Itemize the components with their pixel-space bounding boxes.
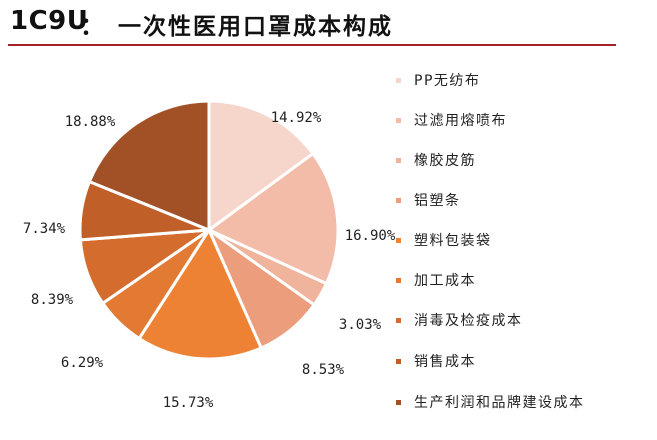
slice-value-label: 16.90% bbox=[345, 228, 396, 244]
legend-label: 塑料包装袋 bbox=[414, 233, 492, 249]
pie-slice bbox=[207, 152, 340, 286]
pie-chart: 14.92% 16.90% 3.03% 8.53% 15.73% 6.29% 8.39% 7.… bbox=[23, 99, 396, 411]
slice-value-label: 8.53% bbox=[302, 362, 345, 378]
report-id: 1C9U bbox=[10, 6, 89, 36]
legend-label: PP无纺布 bbox=[414, 73, 481, 89]
slice-value-label: 3.03% bbox=[339, 317, 382, 333]
legend-label: 生产利润和品牌建设成本 bbox=[414, 395, 585, 411]
legend-swatch bbox=[396, 359, 401, 364]
legend-label: 加工成本 bbox=[414, 273, 476, 289]
legend-label: 橡胶皮筋 bbox=[414, 153, 476, 169]
title-bar: 1C9U ： 一次性医用口罩成本构成 bbox=[0, 0, 657, 50]
pie-slice bbox=[87, 99, 211, 232]
legend-label: 销售成本 bbox=[414, 354, 476, 370]
slice-value-label: 6.29% bbox=[61, 355, 104, 371]
legend-swatch bbox=[396, 318, 401, 323]
slice-value-label: 15.73% bbox=[163, 395, 214, 411]
legend-swatch bbox=[396, 238, 401, 243]
slice-value-label: 7.34% bbox=[23, 221, 66, 237]
slice-value-label: 18.88% bbox=[65, 114, 116, 130]
legend-swatch bbox=[396, 118, 401, 123]
legend-swatch bbox=[396, 158, 401, 163]
title-separator: ： bbox=[80, 12, 104, 40]
legend-label: 消毒及检疫成本 bbox=[414, 313, 523, 329]
pie-slices bbox=[78, 99, 340, 361]
legend-swatch bbox=[396, 78, 401, 83]
legend-swatch bbox=[396, 198, 401, 203]
title-divider bbox=[8, 44, 616, 46]
pie-value-labels: 14.92% 16.90% 3.03% 8.53% 15.73% 6.29% 8.39% 7.… bbox=[23, 110, 396, 411]
legend-label: 过滤用熔喷布 bbox=[414, 113, 507, 129]
chart-title: 一次性医用口罩成本构成 bbox=[118, 14, 393, 40]
slice-value-label: 14.92% bbox=[271, 110, 322, 126]
pie-slice bbox=[207, 99, 315, 232]
legend-swatch bbox=[396, 400, 401, 405]
pie-slice bbox=[137, 228, 263, 361]
legend-swatch bbox=[396, 278, 401, 283]
legend-label: 铝塑条 bbox=[414, 193, 461, 209]
slice-value-label: 8.39% bbox=[31, 292, 74, 308]
